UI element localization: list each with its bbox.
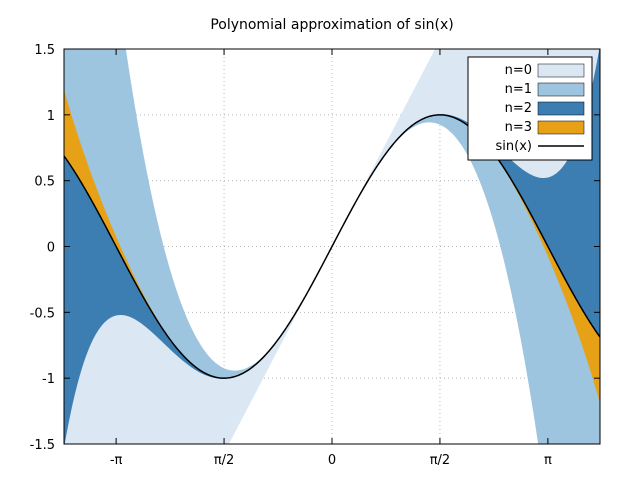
x-tick-label: -π [110, 453, 123, 468]
y-tick-label: -0.5 [30, 306, 55, 321]
legend-label-n=2: n=2 [505, 101, 532, 116]
legend-swatch-n=0 [537, 63, 585, 78]
sin-curve [64, 114, 600, 379]
legend-label-n=3: n=3 [505, 120, 532, 135]
x-tick-label: 0 [328, 453, 336, 468]
y-tick-label: -1 [42, 372, 55, 387]
legend-swatch-n=3 [537, 120, 585, 135]
y-tick-label: -1.5 [30, 438, 55, 453]
legend-swatch-n=2 [537, 101, 585, 116]
x-tick-label: π/2 [214, 453, 234, 468]
chart-title: Polynomial approximation of sin(x) [210, 17, 453, 33]
legend-label-n=1: n=1 [505, 82, 532, 97]
band-n=1 [64, 49, 600, 444]
legend-label-n=0: n=0 [505, 63, 532, 78]
x-tick-label: π/2 [430, 453, 450, 468]
legend-swatch-n=1 [537, 82, 585, 97]
y-tick-label: 0 [47, 241, 55, 256]
y-tick-label: 1 [47, 109, 55, 124]
y-tick-label: 1.5 [34, 43, 55, 58]
x-tick-label: π [544, 453, 552, 468]
y-tick-label: 0.5 [34, 175, 55, 190]
legend-label-sin(x): sin(x) [496, 139, 532, 154]
